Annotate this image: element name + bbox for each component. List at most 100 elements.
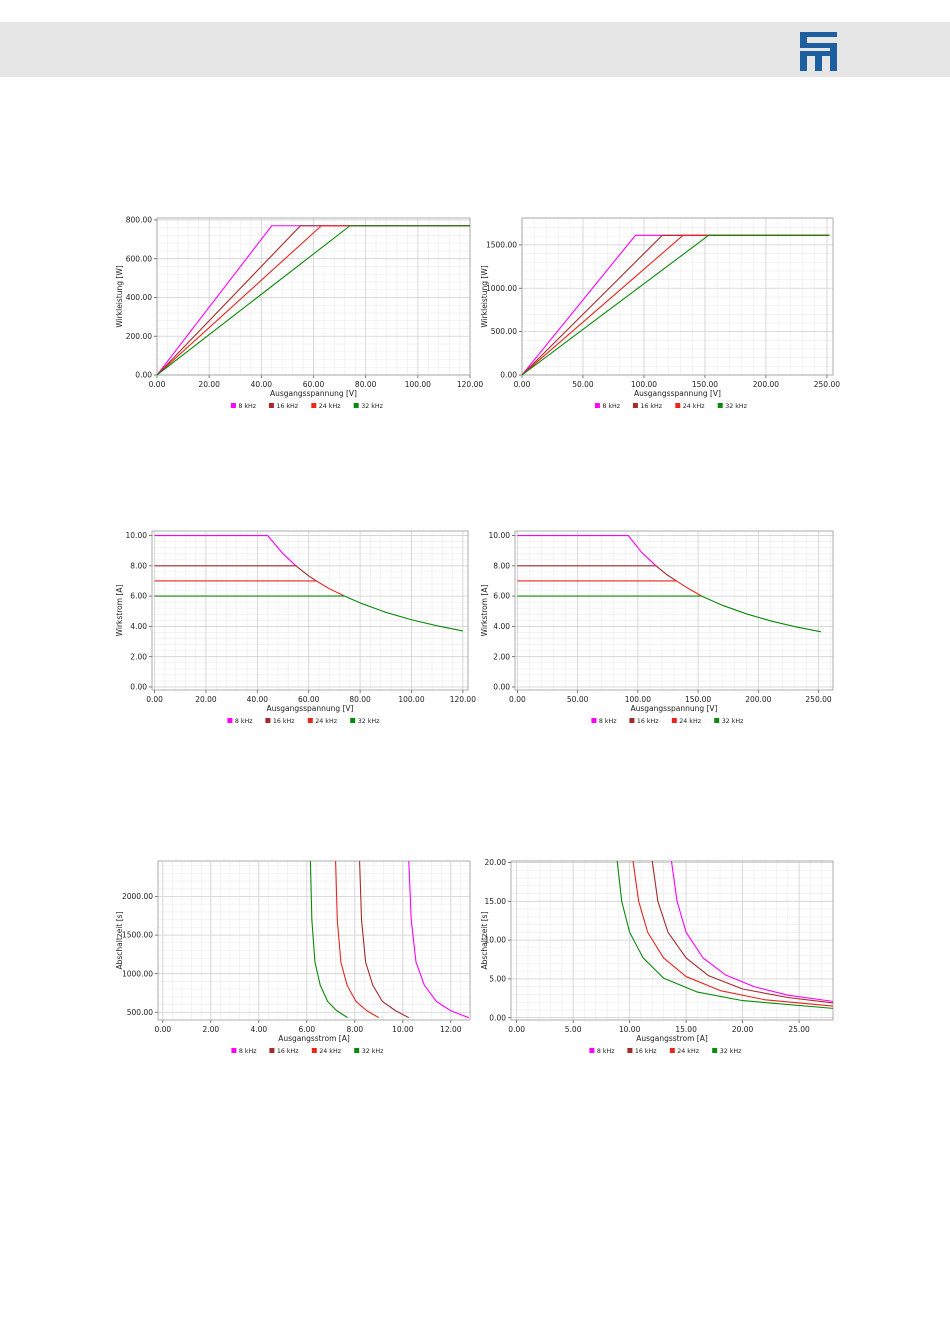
y-tick-label: 8.00: [493, 561, 510, 570]
chart-cutoff-left: 0.00 2.00 4.00 6.00 8.00 10.00 12.00 500.00 1000…: [115, 860, 471, 1055]
x-tick-label: 0.00: [509, 695, 526, 704]
legend-swatch: [671, 718, 677, 723]
legend-swatch: [712, 1048, 718, 1053]
series-line: [154, 595, 463, 632]
x-tick-label: 100.00: [625, 695, 651, 704]
y-tick-label: 6.00: [130, 592, 147, 601]
y-tick-label: 10.00: [126, 531, 148, 540]
series-line: [616, 861, 833, 1009]
x-tick-label: 25.00: [788, 1025, 810, 1034]
y-tick-label: 400.00: [126, 293, 152, 302]
legend-label: 32 kHz: [358, 718, 380, 725]
x-tick-label: 0.00: [146, 695, 163, 704]
plot-frame: [157, 860, 471, 1021]
y-tick-label: 0.00: [130, 683, 147, 692]
chart-power-left: 0.00 20.00 40.00 60.00 80.00 100.00 120.00 0.00…: [115, 216, 483, 410]
x-tick-label: 5.00: [565, 1025, 582, 1034]
x-tick-label: 80.00: [355, 380, 377, 389]
series-line: [517, 565, 677, 582]
legend-label: 32 kHz: [725, 403, 747, 410]
legend-swatch: [307, 718, 313, 723]
legend-label: 24 kHz: [677, 1048, 699, 1055]
series-line: [651, 861, 833, 1004]
y-tick-label: 10.00: [485, 936, 507, 945]
y-tick-label: 10.00: [489, 531, 511, 540]
legend: 8 kHz 16 kHz 24 kHz 32 kHz: [591, 718, 744, 725]
x-axis-label: Ausgangsspannung [V]: [267, 704, 354, 713]
x-tick-label: 100.00: [398, 695, 424, 704]
legend-swatch: [714, 718, 720, 723]
y-axis-label: Wirkleistung [W]: [115, 265, 124, 327]
legend-label: 24 kHz: [319, 1048, 341, 1055]
y-tick-label: 0.00: [135, 371, 152, 380]
x-tick-label: 0.00: [508, 1025, 525, 1034]
y-tick-label: 0.00: [500, 371, 517, 380]
legend-swatch: [632, 403, 638, 408]
legend: 8 kHz 16 kHz 24 kHz 32 kHz: [230, 403, 384, 410]
legend-swatch: [231, 1048, 237, 1053]
x-tick-label: 200.00: [753, 380, 779, 389]
y-tick-label: 0.00: [489, 1013, 506, 1022]
legend-swatch: [311, 403, 317, 408]
chart-current-right: 0.00 50.00 100.00 150.00 200.00 250.00 0.00 2.0…: [480, 530, 834, 725]
chart-current-left: 0.00 20.00 40.00 60.00 80.00 100.00 120.00 0.00…: [115, 530, 476, 725]
x-tick-label: 100.00: [405, 380, 431, 389]
legend: 8 kHz 16 kHz 24 kHz 32 kHz: [231, 1048, 384, 1055]
y-tick-label: 2.00: [130, 652, 147, 661]
series-line: [517, 580, 702, 597]
x-tick-label: 50.00: [572, 380, 594, 389]
legend-label: 24 kHz: [679, 718, 701, 725]
x-tick-label: 20.00: [195, 695, 217, 704]
header-bar: [0, 22, 950, 77]
y-tick-label: 5.00: [489, 974, 506, 983]
legend-label: 24 kHz: [683, 403, 705, 410]
plot-frame: [514, 530, 834, 691]
series-line: [154, 534, 297, 567]
series-line: [522, 234, 830, 375]
legend-swatch: [717, 403, 723, 408]
x-tick-label: 10.00: [619, 1025, 641, 1034]
legend-label: 24 kHz: [315, 718, 337, 725]
plot-area: [158, 861, 470, 1020]
legend-swatch: [353, 403, 359, 408]
x-tick-label: 20.00: [198, 380, 220, 389]
legend: 8 kHz 16 kHz 24 kHz 32 kHz: [227, 718, 380, 725]
y-tick-label: 600.00: [126, 254, 152, 263]
y-tick-label: 2000.00: [122, 892, 153, 901]
legend-label: 16 kHz: [277, 1048, 299, 1055]
y-tick-label: 1500.00: [486, 240, 517, 249]
legend-swatch: [268, 403, 274, 408]
legend-label: 8 kHz: [238, 403, 256, 410]
legend-label: 8 kHz: [597, 1048, 615, 1055]
plot-frame: [151, 530, 469, 691]
legend-label: 32 kHz: [361, 403, 383, 410]
plot-frame: [510, 860, 834, 1021]
series-line: [517, 595, 822, 633]
series-line: [157, 225, 470, 375]
y-tick-label: 200.00: [126, 332, 152, 341]
legend-swatch: [589, 1048, 595, 1053]
x-tick-label: 4.00: [250, 1025, 267, 1034]
legend-swatch: [265, 718, 271, 723]
legend-swatch: [269, 1048, 275, 1053]
legend-swatch: [311, 1048, 317, 1053]
series-line: [154, 565, 317, 582]
y-axis-label: Wirkstrom [A]: [115, 585, 124, 637]
series-line: [335, 861, 380, 1019]
plot-area: [152, 531, 468, 690]
legend-label: 32 kHz: [362, 1048, 384, 1055]
x-tick-label: 20.00: [732, 1025, 754, 1034]
series-line: [517, 534, 657, 567]
x-axis-label: Ausgangsspannung [V]: [634, 389, 721, 398]
x-tick-label: 0.00: [149, 380, 166, 389]
x-axis-label: Ausgangsspannung [V]: [270, 389, 357, 398]
series-line: [408, 861, 469, 1019]
x-tick-label: 80.00: [349, 695, 371, 704]
chart-cutoff-right: 0.00 5.00 10.00 15.00 20.00 25.00 0.00 5.00 10.0…: [480, 858, 834, 1055]
y-tick-label: 1000.00: [122, 969, 153, 978]
x-tick-label: 0.00: [154, 1025, 171, 1034]
legend-label: 24 kHz: [319, 403, 341, 410]
legend-label: 16 kHz: [635, 1048, 657, 1055]
y-tick-label: 0.00: [493, 683, 510, 692]
x-tick-label: 40.00: [247, 695, 269, 704]
